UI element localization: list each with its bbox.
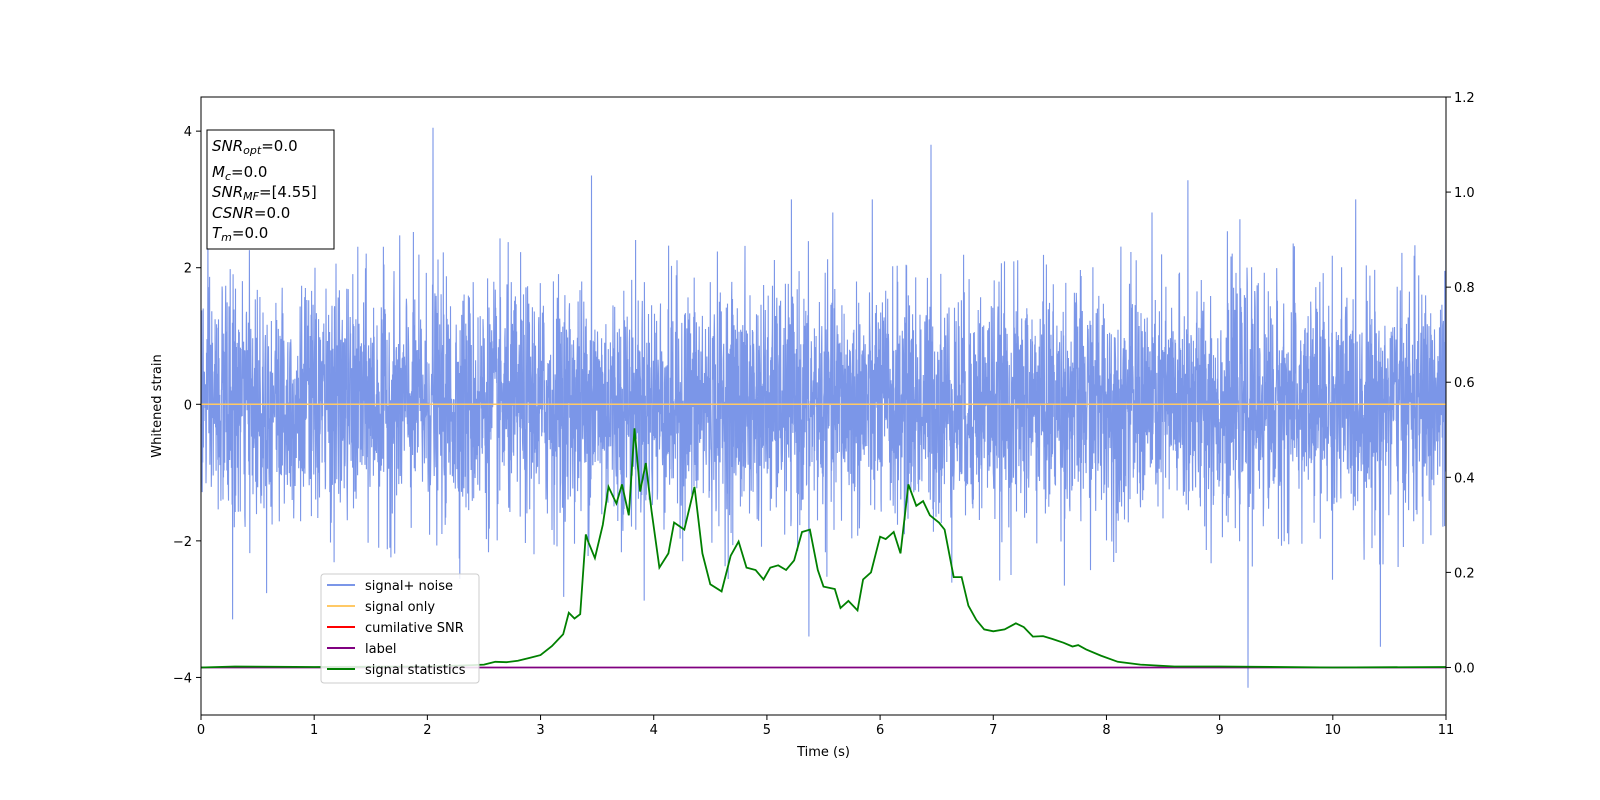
x-tick-label: 1 [310, 723, 318, 738]
plot-frame [200, 96, 1447, 716]
info-line: SNRopt=0.0 [212, 137, 298, 157]
x-axis-label: Time (s) [796, 745, 850, 760]
x-tick-label: 10 [1325, 723, 1342, 738]
info-box-frame [206, 129, 335, 250]
y2-tick-label: 0.4 [1454, 471, 1475, 486]
signal-noise-trace [200, 127, 1447, 688]
legend-label: label [365, 642, 396, 657]
legend-label: signal statistics [365, 663, 466, 678]
y2-tick-label: 0.0 [1454, 661, 1475, 676]
legend-frame [320, 573, 480, 684]
series-line-signal-noise [200, 127, 1447, 688]
y-tick-label: −4 [173, 671, 192, 686]
legend-label: cumilative SNR [365, 621, 464, 636]
y-tick-label: 4 [184, 125, 192, 140]
x-tick-label: 7 [989, 723, 997, 738]
x-tick-label: 2 [423, 723, 431, 738]
x-tick-label: 6 [876, 723, 884, 738]
x-tick-label: 11 [1438, 723, 1455, 738]
info-line: SNRMF=[4.55] [212, 183, 317, 203]
x-tick-label: 8 [1102, 723, 1110, 738]
y2-tick-label: 0.8 [1454, 281, 1475, 296]
series-line-4 [200, 428, 1447, 669]
info-line: CSNR=0.0 [212, 204, 290, 222]
y2-tick-label: 0.2 [1454, 566, 1475, 581]
legend-label: signal+ noise [365, 579, 453, 594]
y-axis-right: 1.2 1.0 0.8 0.6 0.4 0.2 0.0 [1446, 91, 1475, 676]
y-tick-label: 2 [184, 262, 192, 277]
legend: signal+ noise signal only cumilative SNR la… [320, 573, 480, 684]
x-axis: 0 1 2 3 4 5 6 7 8 9 10 11 [197, 715, 1454, 738]
y-axis-label: Whitened strain [150, 354, 165, 457]
x-tick-label: 0 [197, 723, 205, 738]
y-tick-label: 0 [184, 398, 192, 413]
y2-tick-label: 1.2 [1454, 91, 1475, 106]
info-line: Tm=0.0 [212, 224, 268, 244]
y2-tick-label: 0.6 [1454, 376, 1475, 391]
x-tick-label: 3 [536, 723, 544, 738]
legend-label: signal only [365, 600, 435, 615]
info-line: Mc=0.0 [212, 163, 267, 183]
x-tick-label: 4 [650, 723, 658, 738]
y-axis-left: 4 2 0 −2 −4 [173, 125, 201, 686]
y2-tick-label: 1.0 [1454, 186, 1475, 201]
x-tick-label: 5 [763, 723, 771, 738]
x-tick-label: 9 [1215, 723, 1223, 738]
y-tick-label: −2 [173, 535, 192, 550]
